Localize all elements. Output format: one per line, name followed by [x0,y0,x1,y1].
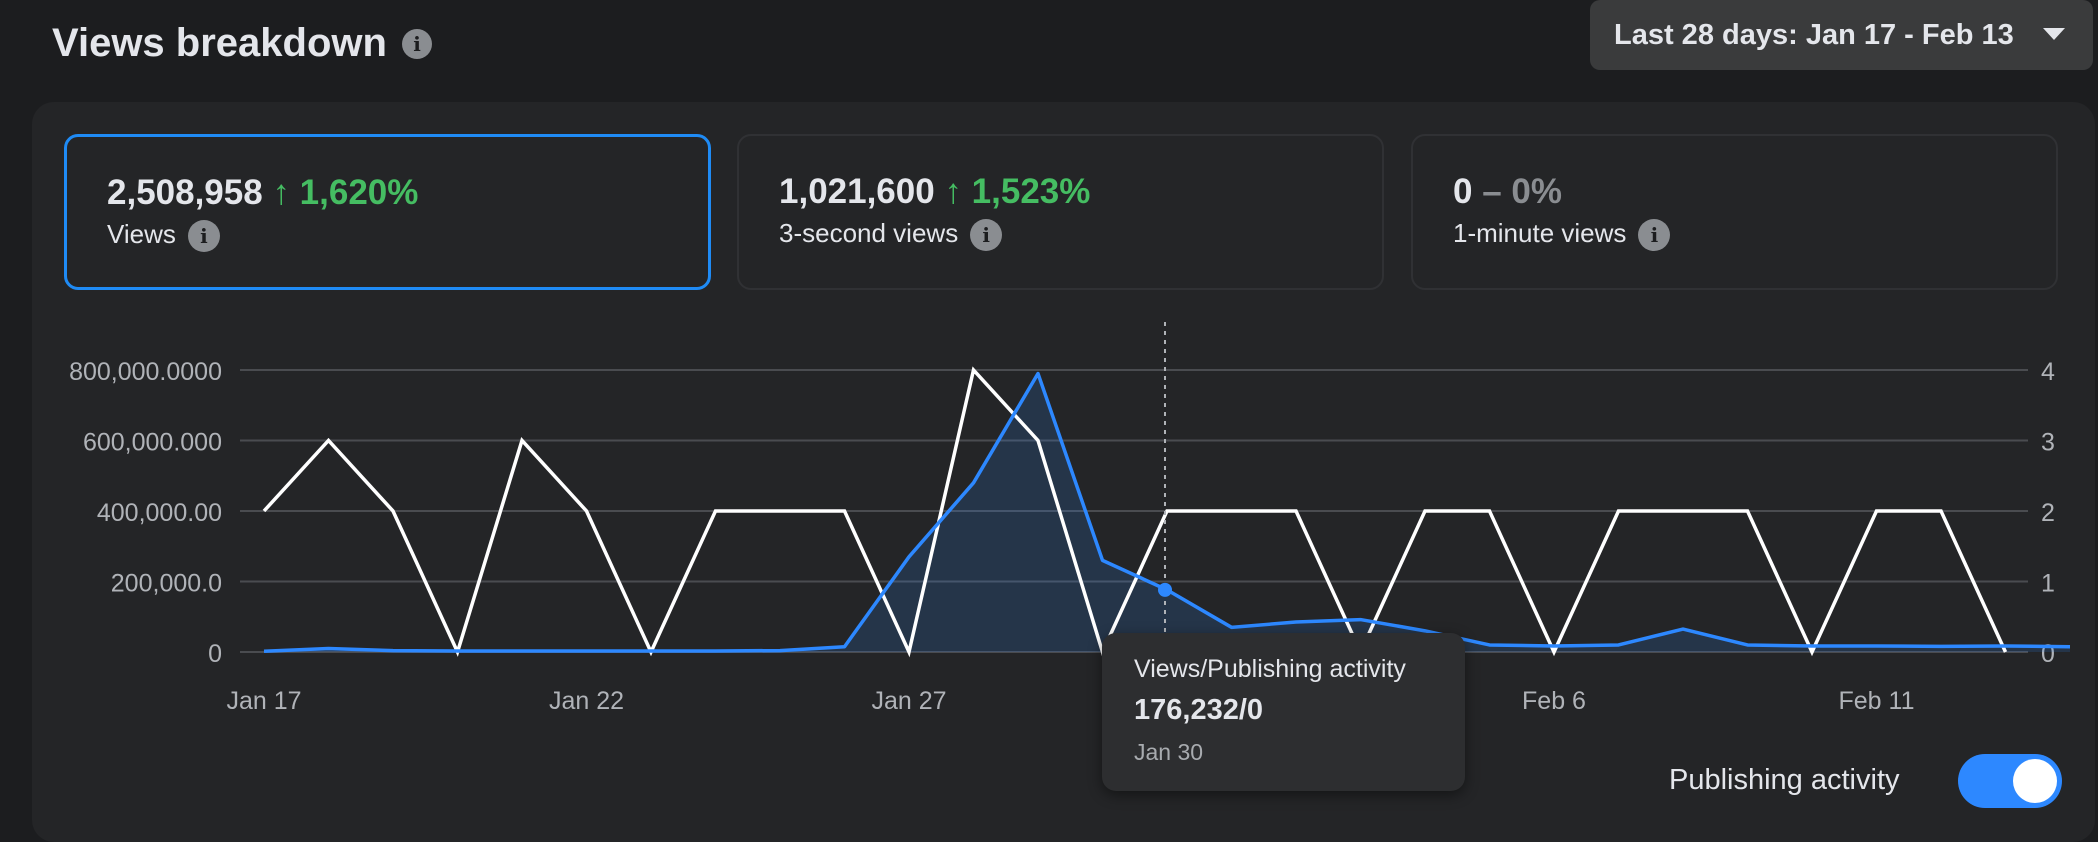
publishing-activity-label: Publishing activity [1669,764,1900,796]
page-header: Views breakdown i Last 28 days: Jan 17 -… [0,0,2098,100]
tooltip-value: 176,232/0 [1134,694,1264,726]
x-axis-tick-label: Feb 11 [1839,687,1915,715]
views-hover-point [1158,582,1172,597]
x-axis-tick-label: Jan 27 [871,687,946,715]
info-icon[interactable]: i [1638,219,1671,252]
metric-value: 0 – 0% [1453,172,1562,212]
metric-label-text: Views [107,219,176,249]
metric-number: 0 [1453,172,1473,211]
metric-value: 1,021,600 ↑ 1,523% [779,172,1090,212]
info-icon[interactable]: i [970,219,1003,252]
metric-label-text: 1-minute views [1453,218,1627,248]
metric-change: ↑ 1,523% [944,172,1091,211]
date-range-dropdown[interactable]: Last 28 days: Jan 17 - Feb 13 [1590,0,2093,70]
publishing-activity-toggle[interactable] [1958,754,2062,808]
y-axis-left-tick-label: 0 [208,640,222,668]
info-icon[interactable]: i [187,220,220,253]
metric-change: ↑ 1,620% [272,173,419,212]
x-axis-tick-label: Feb 6 [1522,687,1586,715]
chevron-down-icon [2043,28,2065,40]
chart-panel [32,102,2095,842]
x-axis-tick-label: Jan 17 [226,687,301,715]
metric-card-views[interactable]: 2,508,958 ↑ 1,620% Views i [64,134,711,290]
y-axis-left-tick-label: 400,000.00 [97,499,222,527]
y-axis-right-tick-label: 2 [2041,499,2055,527]
info-icon[interactable]: i [402,29,432,59]
publishing-activity-line [262,366,2008,658]
metric-value: 2,508,958 ↑ 1,620% [107,173,418,213]
date-range-label: Last 28 days: Jan 17 - Feb 13 [1614,18,2014,51]
y-axis-right-tick-label: 4 [2041,358,2055,386]
metric-number: 2,508,958 [107,173,263,212]
metric-card-3-second-views[interactable]: 1,021,600 ↑ 1,523% 3-second views i [737,134,1384,290]
y-axis-left-tick-label: 800,000.0000 [69,358,222,386]
y-axis-right-tick-label: 3 [2041,429,2055,457]
tooltip-date: Jan 30 [1134,739,1204,765]
metric-change: – 0% [1482,172,1562,211]
metric-card-1-minute-views[interactable]: 0 – 0% 1-minute views i [1411,134,2058,290]
metric-number: 1,021,600 [779,172,935,211]
metric-label: Views i [107,219,220,253]
metric-label: 1-minute views i [1453,218,1671,252]
tooltip-title: Views/Publishing activity [1134,655,1406,683]
y-axis-right-tick-label: 0 [2041,640,2055,668]
y-axis-left-tick-label: 600,000.000 [83,429,222,457]
metric-label: 3-second views i [779,218,1003,252]
chart-tooltip: Views/Publishing activity 176,232/0 Jan … [1102,633,1465,791]
toggle-knob [2013,759,2057,803]
y-axis-left-tick-label: 200,000.0 [111,570,222,598]
page-title: Views breakdown [52,21,387,65]
metric-label-text: 3-second views [779,218,959,248]
y-axis-right-tick-label: 1 [2041,570,2055,598]
x-axis-tick-label: Jan 22 [549,687,624,715]
